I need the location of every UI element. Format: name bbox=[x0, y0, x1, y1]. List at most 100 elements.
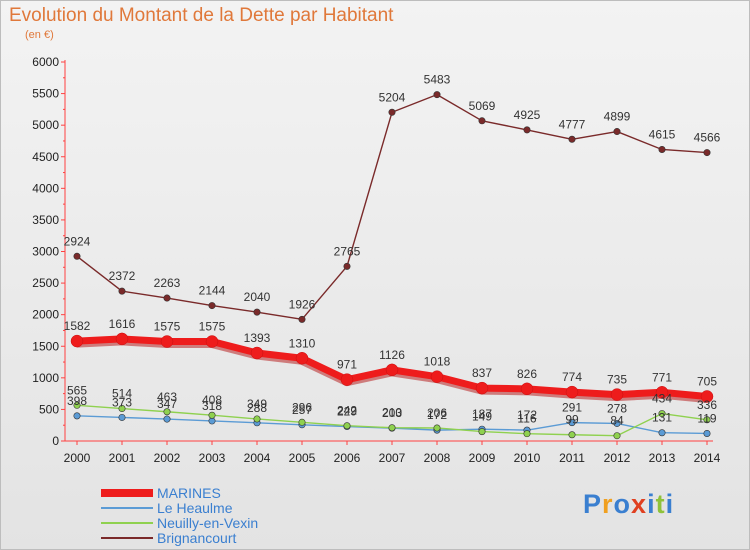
data-point bbox=[118, 405, 126, 413]
data-point bbox=[253, 308, 261, 316]
data-point bbox=[250, 346, 264, 360]
data-label: 229 bbox=[337, 405, 357, 419]
data-point bbox=[208, 411, 216, 419]
data-point bbox=[205, 335, 219, 348]
y-tick-label: 3500 bbox=[32, 213, 59, 227]
x-tick-label: 2010 bbox=[514, 451, 541, 465]
y-tick-label: 5000 bbox=[32, 118, 59, 132]
data-label: 5483 bbox=[424, 73, 451, 87]
data-point bbox=[523, 430, 531, 438]
data-point bbox=[478, 428, 486, 436]
data-point bbox=[523, 126, 531, 134]
x-tick-label: 2012 bbox=[604, 451, 631, 465]
data-point bbox=[568, 431, 576, 439]
x-tick-label: 2008 bbox=[424, 451, 451, 465]
data-label: 84 bbox=[610, 414, 624, 428]
x-tick-label: 2014 bbox=[694, 451, 721, 465]
data-point bbox=[385, 363, 399, 377]
y-tick-label: 5500 bbox=[32, 87, 59, 101]
data-point bbox=[433, 424, 441, 432]
data-point bbox=[430, 370, 444, 383]
data-point bbox=[73, 401, 81, 409]
data-point bbox=[520, 382, 534, 396]
chart-subtitle: (en €) bbox=[25, 29, 54, 41]
x-tick-label: 2001 bbox=[109, 451, 136, 465]
data-label: 99 bbox=[565, 413, 579, 427]
data-point bbox=[658, 410, 666, 418]
data-label: 131 bbox=[652, 411, 672, 425]
data-point bbox=[700, 390, 714, 403]
legend-label: Neuilly-en-Vexin bbox=[157, 515, 258, 531]
data-label: 4615 bbox=[649, 127, 676, 141]
data-point bbox=[343, 422, 351, 430]
data-label: 172 bbox=[517, 408, 537, 422]
data-label: 705 bbox=[697, 374, 717, 388]
data-point bbox=[568, 135, 576, 143]
data-label: 565 bbox=[67, 383, 87, 397]
data-label: 116 bbox=[517, 412, 536, 426]
legend-label: MARINES bbox=[157, 485, 221, 501]
data-label: 1018 bbox=[424, 355, 451, 369]
data-point bbox=[340, 373, 354, 386]
data-point bbox=[208, 302, 216, 310]
y-tick-label: 2500 bbox=[32, 276, 59, 290]
data-label: 291 bbox=[562, 401, 582, 415]
data-label: 4566 bbox=[694, 131, 721, 145]
data-label: 4777 bbox=[559, 117, 586, 131]
data-point bbox=[70, 334, 84, 348]
x-tick-label: 2000 bbox=[64, 451, 91, 465]
data-label: 463 bbox=[157, 390, 177, 404]
data-label: 1310 bbox=[289, 336, 316, 350]
data-label: 203 bbox=[382, 406, 402, 420]
data-label: 5069 bbox=[469, 99, 496, 113]
data-label: 774 bbox=[562, 370, 582, 384]
x-tick-label: 2013 bbox=[649, 451, 676, 465]
data-point bbox=[703, 429, 711, 437]
data-point bbox=[163, 415, 171, 423]
data-label: 2263 bbox=[154, 276, 181, 290]
logo-letter: t bbox=[655, 489, 666, 519]
x-tick-label: 2009 bbox=[469, 451, 496, 465]
data-label: 187 bbox=[472, 407, 492, 421]
data-point bbox=[703, 416, 711, 424]
data-point bbox=[658, 429, 666, 437]
data-point bbox=[388, 108, 396, 116]
logo-letter: o bbox=[613, 489, 632, 519]
data-label: 119 bbox=[697, 411, 716, 425]
data-point bbox=[298, 418, 306, 426]
data-label: 1582 bbox=[64, 319, 91, 333]
data-point bbox=[160, 335, 174, 348]
data-label: 735 bbox=[607, 373, 627, 387]
data-point bbox=[658, 145, 666, 153]
y-tick-label: 4500 bbox=[32, 150, 59, 164]
data-label: 347 bbox=[157, 397, 177, 411]
data-label: 242 bbox=[337, 404, 357, 418]
data-point bbox=[475, 381, 489, 395]
data-point bbox=[568, 419, 576, 427]
data-label: 1575 bbox=[154, 320, 181, 334]
data-label: 4925 bbox=[514, 108, 541, 122]
data-point bbox=[703, 149, 711, 157]
data-point bbox=[613, 419, 621, 427]
data-label: 408 bbox=[202, 393, 222, 407]
x-tick-label: 2007 bbox=[379, 451, 406, 465]
data-label: 318 bbox=[202, 399, 222, 413]
proxiti-logo: Proxiti bbox=[583, 489, 674, 520]
x-tick-label: 2005 bbox=[289, 451, 316, 465]
x-tick-label: 2003 bbox=[199, 451, 226, 465]
data-label: 1393 bbox=[244, 331, 271, 345]
data-label: 2924 bbox=[64, 234, 91, 248]
data-label: 278 bbox=[607, 401, 627, 415]
data-label: 2765 bbox=[334, 244, 361, 258]
y-tick-label: 6000 bbox=[32, 55, 59, 69]
legend-label: Brignancourt bbox=[157, 530, 236, 546]
data-point bbox=[298, 315, 306, 323]
data-point bbox=[253, 415, 261, 423]
data-label: 826 bbox=[517, 367, 537, 381]
y-tick-label: 500 bbox=[39, 402, 59, 416]
data-label: 210 bbox=[382, 406, 402, 420]
data-label: 373 bbox=[112, 395, 132, 409]
data-label: 4899 bbox=[604, 110, 631, 124]
data-point bbox=[343, 262, 351, 270]
x-tick-label: 2004 bbox=[244, 451, 271, 465]
